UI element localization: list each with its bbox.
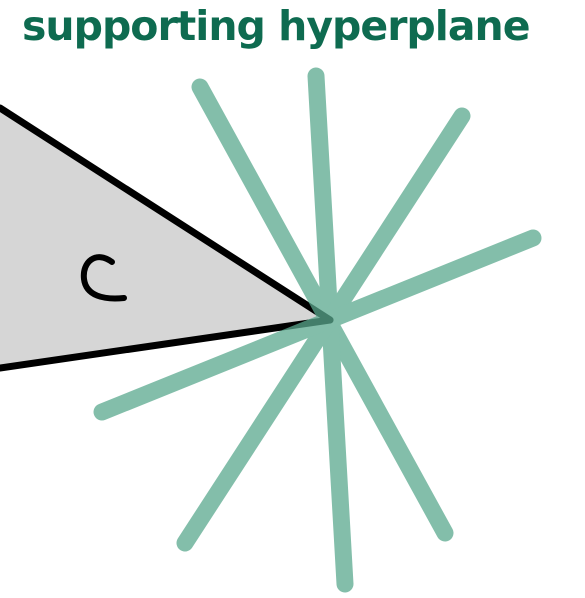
convex-set-edge-bottom bbox=[0, 316, 334, 372]
convex-set-region bbox=[0, 108, 330, 368]
diagram-title: supporting hyperplane bbox=[22, 2, 530, 50]
set-label-glyph bbox=[80, 254, 127, 302]
hyperplane-line-4 bbox=[93, 229, 542, 421]
hyperplane-family bbox=[93, 67, 542, 593]
convex-set-edge-top bbox=[0, 104, 334, 324]
